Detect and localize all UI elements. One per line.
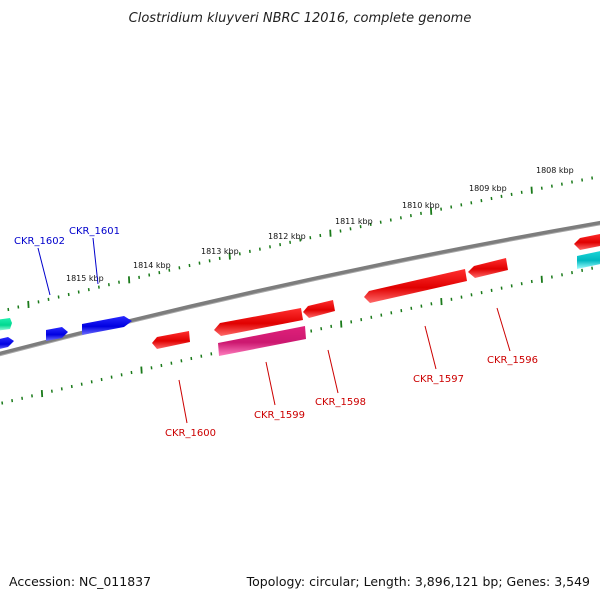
outer-tick-track	[7, 176, 594, 312]
gene-arrow-CKR_1598[interactable]	[303, 300, 335, 318]
kbp-labels: 1815 kbp 1814 kbp 1813 kbp 1812 kbp 1811…	[66, 166, 574, 283]
gene-arrow-unlabeled[interactable]	[574, 233, 600, 250]
leader-line-CKR_1600	[178, 379, 188, 424]
gene-arrow-CKR_1596[interactable]	[468, 258, 508, 278]
gene-labels: CKR_1602 CKR_1601 CKR_1600 CKR_1599 CKR_…	[14, 226, 538, 439]
gene-label-lines	[37, 237, 511, 424]
kbp-label: 1814 kbp	[133, 261, 171, 270]
kbp-label: 1808 kbp	[536, 166, 574, 175]
kbp-label: 1810 kbp	[402, 201, 440, 210]
gene-label-CKR_1600[interactable]: CKR_1600	[165, 428, 216, 439]
leader-line-CKR_1601	[92, 237, 99, 285]
genome-summary-text: Topology: circular; Length: 3,896,121 bp…	[246, 574, 590, 589]
gene-arrow-CKR_1601[interactable]	[82, 316, 132, 335]
accession-text: Accession: NC_011837	[9, 574, 151, 589]
gene-label-CKR_1597[interactable]: CKR_1597	[413, 374, 464, 385]
gene-arrow-CKR_1599[interactable]	[214, 308, 303, 336]
gene-arrow-CKR_1602[interactable]	[46, 327, 68, 341]
gene-label-CKR_1601[interactable]: CKR_1601	[69, 226, 120, 237]
gene-arrow-CKR_1597[interactable]	[364, 269, 467, 303]
gene-label-CKR_1596[interactable]: CKR_1596	[487, 355, 538, 366]
kbp-label: 1815 kbp	[66, 274, 104, 283]
gene-label-CKR_1599[interactable]: CKR_1599	[254, 410, 305, 421]
gene-label-CKR_1602[interactable]: CKR_1602	[14, 236, 65, 247]
kbp-label: 1809 kbp	[469, 184, 507, 193]
gene-label-CKR_1598[interactable]: CKR_1598	[315, 397, 366, 408]
leader-line-CKR_1597	[424, 325, 437, 370]
genome-backbone-shade	[0, 224, 600, 357]
gene-arrow-unlabeled[interactable]	[0, 318, 12, 331]
map-title: Clostridium kluyveri NBRC 12016, complet…	[129, 11, 472, 26]
leader-line-CKR_1596	[496, 307, 511, 352]
genome-backbone	[0, 220, 600, 356]
gene-arrow-CKR_1600[interactable]	[152, 331, 190, 349]
leader-line-CKR_1599	[265, 361, 276, 406]
kbp-label: 1813 kbp	[201, 247, 239, 256]
gene-arrow-unlabeled[interactable]	[577, 250, 600, 269]
kbp-label: 1812 kbp	[268, 232, 306, 241]
leader-line-CKR_1602	[37, 247, 51, 296]
leader-line-CKR_1598	[327, 349, 339, 394]
gene-arrow-unlabeled[interactable]	[0, 337, 14, 350]
reverse-strand-genes	[152, 258, 508, 356]
kbp-label: 1811 kbp	[335, 217, 373, 226]
forward-strand-genes	[0, 233, 600, 350]
gene-arrow-rna[interactable]	[218, 326, 306, 356]
